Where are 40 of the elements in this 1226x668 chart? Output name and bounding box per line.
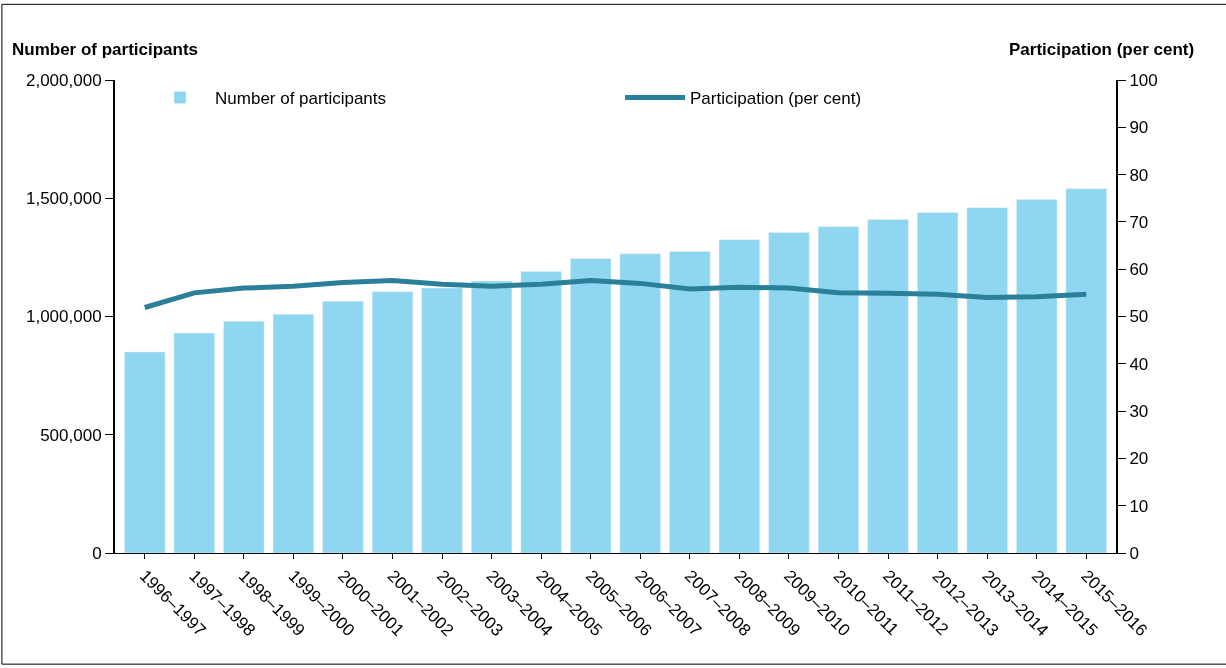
y2-tick-label: 100 xyxy=(1129,70,1158,90)
bar xyxy=(173,332,215,553)
y-axis-title: Number of participants xyxy=(12,40,199,59)
y2-tick-label: 70 xyxy=(1129,212,1149,232)
y-tick-label: 1,000,000 xyxy=(25,307,102,327)
bar xyxy=(718,239,760,553)
y-tick-label: 1,500,000 xyxy=(25,189,102,209)
legend-label: Number of participants xyxy=(215,89,387,109)
y-tick-label: 2,000,000 xyxy=(25,70,102,90)
y2-tick-label: 20 xyxy=(1129,449,1149,469)
bar xyxy=(322,300,364,553)
y2-tick-label: 80 xyxy=(1129,165,1149,185)
bar xyxy=(669,251,711,553)
y2-tick-label: 40 xyxy=(1129,354,1149,374)
y2-tick-label: 10 xyxy=(1129,496,1149,516)
bar xyxy=(966,207,1008,553)
bar xyxy=(421,287,463,553)
y2-tick-label: 0 xyxy=(1129,543,1139,563)
bar xyxy=(768,232,810,553)
bar xyxy=(1016,199,1058,553)
bar xyxy=(817,226,860,553)
y2-axis-title: Participation (per cent) xyxy=(1009,40,1195,59)
bar xyxy=(867,219,909,553)
y2-tick-label: 50 xyxy=(1129,307,1149,327)
bar xyxy=(520,271,562,553)
y-tick-label: 0 xyxy=(92,543,102,563)
bar xyxy=(272,313,314,553)
bar xyxy=(471,280,513,553)
y2-tick-label: 90 xyxy=(1129,118,1149,138)
bar xyxy=(371,291,414,553)
bar xyxy=(1065,188,1107,553)
legend-label: Participation (per cent) xyxy=(690,89,862,109)
y-tick-label: 500,000 xyxy=(40,425,102,445)
y2-tick-label: 30 xyxy=(1129,402,1149,422)
y2-tick-label: 60 xyxy=(1129,260,1149,280)
bar xyxy=(223,320,265,553)
bar xyxy=(124,351,166,553)
bar xyxy=(570,258,612,553)
bar xyxy=(619,253,661,553)
bar xyxy=(917,212,959,553)
